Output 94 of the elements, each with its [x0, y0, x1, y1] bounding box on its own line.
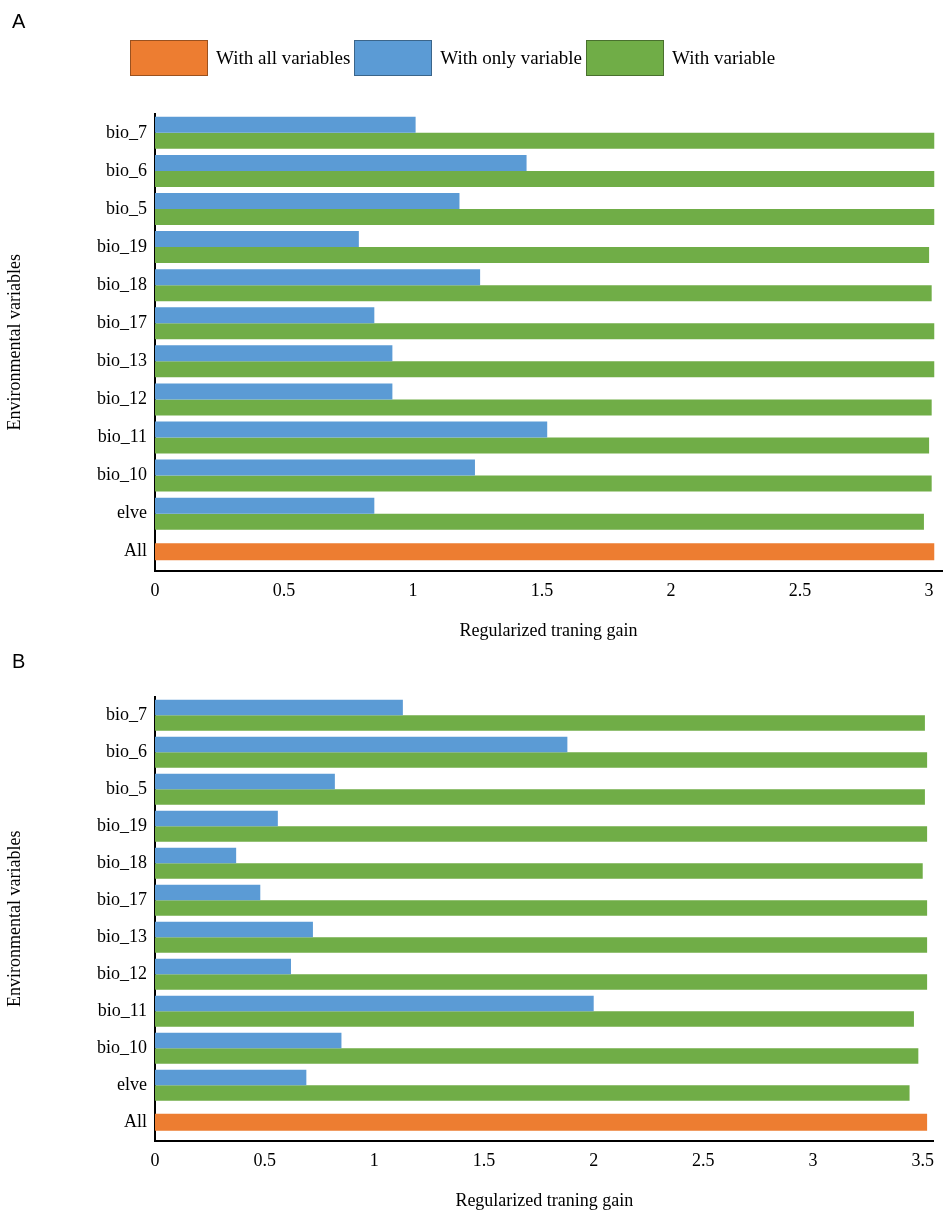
- legend-label: With all variables: [216, 47, 351, 69]
- bar: [155, 209, 935, 225]
- y-tick-label: bio_5: [105, 197, 147, 218]
- bar: [155, 154, 527, 171]
- bar: [155, 699, 403, 716]
- y-axis-title: Environmental variables: [3, 254, 24, 431]
- y-tick-label: bio_6: [105, 741, 147, 762]
- bar: [155, 1069, 307, 1086]
- bar: [155, 1048, 919, 1064]
- bar: [155, 921, 313, 938]
- bar: [155, 361, 935, 378]
- bar: [155, 383, 393, 400]
- y-tick-label: elve: [117, 502, 148, 523]
- bar: [155, 736, 568, 753]
- bar: [155, 269, 481, 286]
- bar: [155, 715, 925, 731]
- bar: [155, 937, 928, 953]
- bar: [155, 307, 375, 324]
- x-tick-label: 3.5: [911, 1150, 934, 1171]
- chart-title: B: [12, 650, 26, 673]
- bar: [155, 323, 935, 340]
- bar: [155, 543, 935, 561]
- bar: [155, 995, 594, 1012]
- bar: [155, 1113, 928, 1131]
- x-tick-label: 2: [589, 1150, 599, 1171]
- y-tick-label: All: [123, 1111, 147, 1132]
- bar: [155, 170, 935, 187]
- bar: [155, 884, 261, 901]
- y-tick-label: bio_10: [96, 1037, 147, 1058]
- x-tick-label: 0: [150, 580, 160, 601]
- bar: [155, 247, 930, 264]
- y-tick-label: bio_12: [96, 388, 147, 409]
- bar: [155, 789, 925, 805]
- chart-title: A: [12, 10, 26, 33]
- y-tick-label: bio_17: [96, 311, 147, 332]
- x-tick-label: 1.5: [530, 580, 554, 601]
- bar: [155, 1011, 914, 1027]
- y-tick-label: bio_10: [96, 464, 147, 485]
- x-tick-label: 2: [666, 580, 676, 601]
- y-tick-label: All: [123, 540, 147, 561]
- legend-label: With variable: [672, 47, 776, 69]
- bar: [155, 475, 932, 492]
- y-tick-label: bio_17: [96, 889, 147, 910]
- x-tick-label: 3: [808, 1150, 818, 1171]
- bar: [155, 285, 932, 302]
- bar: [155, 958, 291, 975]
- y-tick-label: bio_18: [96, 852, 147, 873]
- bar: [155, 847, 237, 864]
- bar: [155, 513, 924, 530]
- bar: [155, 826, 928, 842]
- y-tick-label: bio_6: [105, 159, 147, 180]
- bar: [155, 752, 928, 768]
- bar: [155, 421, 548, 438]
- y-tick-label: bio_19: [96, 815, 147, 836]
- bar: [155, 497, 375, 514]
- bar: [155, 116, 416, 133]
- y-tick-label: bio_13: [96, 350, 147, 371]
- x-tick-label: 0.5: [253, 1150, 276, 1171]
- y-tick-label: bio_7: [105, 704, 147, 725]
- y-tick-label: bio_11: [97, 426, 147, 447]
- x-axis-title: Regularized traning gain: [455, 1189, 634, 1210]
- bar: [155, 810, 278, 827]
- y-tick-label: bio_11: [97, 1000, 147, 1021]
- y-tick-label: bio_18: [96, 273, 147, 294]
- bar: [155, 231, 359, 248]
- x-tick-label: 1: [408, 580, 418, 601]
- bar: [155, 132, 935, 149]
- bar: [155, 193, 460, 210]
- y-axis-title: Environmental variables: [3, 830, 24, 1008]
- bar: [155, 437, 930, 454]
- x-tick-label: 1: [369, 1150, 379, 1171]
- x-tick-label: 2.5: [788, 580, 812, 601]
- x-axis-title: Regularized traning gain: [459, 619, 638, 640]
- y-tick-label: bio_19: [96, 235, 147, 256]
- y-tick-label: bio_5: [105, 778, 147, 799]
- y-tick-label: bio_12: [96, 963, 147, 984]
- x-tick-label: 2.5: [692, 1150, 715, 1171]
- x-tick-label: 3: [924, 580, 934, 601]
- y-tick-label: bio_7: [105, 121, 147, 142]
- bar: [155, 399, 932, 416]
- y-tick-label: bio_13: [96, 926, 147, 947]
- x-tick-label: 0: [150, 1150, 160, 1171]
- bar: [155, 900, 928, 916]
- bar: [155, 345, 393, 362]
- bar: [155, 1032, 342, 1049]
- x-tick-label: 1.5: [472, 1150, 496, 1171]
- bar: [155, 974, 928, 990]
- legend-label: With only variable: [440, 47, 583, 69]
- bar: [155, 863, 923, 879]
- bar: [155, 773, 335, 790]
- bar: [155, 1085, 910, 1101]
- y-tick-label: elve: [117, 1074, 148, 1095]
- x-tick-label: 0.5: [272, 580, 296, 601]
- bar: [155, 459, 475, 476]
